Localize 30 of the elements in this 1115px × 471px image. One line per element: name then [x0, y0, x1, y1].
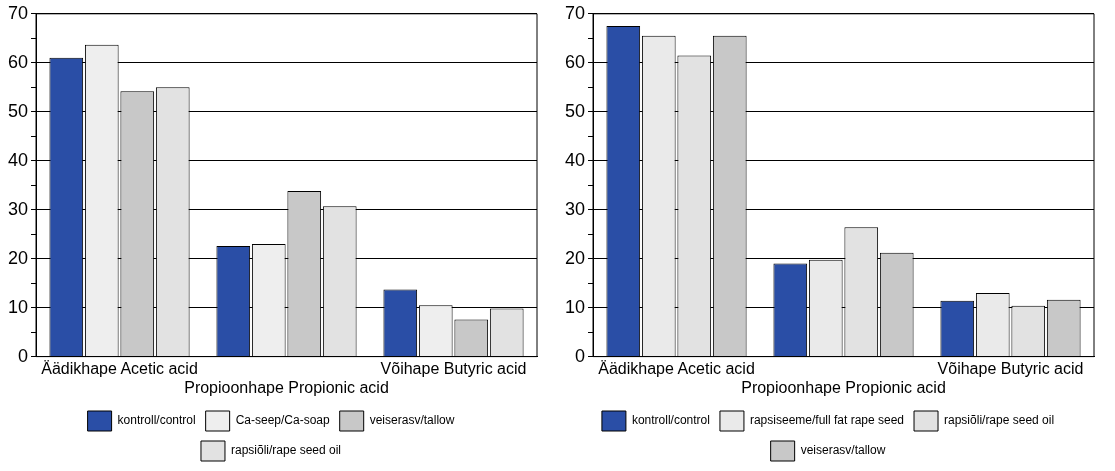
legend-label: rapsiõli/rape seed oil: [944, 413, 1055, 428]
legend-label: veiserasv/tallow: [369, 413, 455, 428]
y-tick-label: 10: [7, 296, 29, 317]
y-tick-label: 70: [564, 2, 586, 23]
legend-label: Ca-seep/Ca-soap: [235, 413, 331, 428]
legend-label: veiserasv/tallow: [800, 443, 886, 458]
y-tick-label: 60: [564, 51, 586, 72]
y-tick-label: 30: [7, 198, 29, 219]
y-tick-label: 50: [7, 100, 29, 121]
x-tick-label: Propioonhape Propionic acid: [741, 378, 946, 396]
y-tick-label: 40: [7, 149, 29, 170]
y-tick-label: 40: [564, 149, 586, 170]
legend-label: kontroll/control: [117, 413, 196, 428]
y-tick-label: 0: [575, 345, 586, 366]
x-tick-label: Propioonhape Propionic acid: [184, 378, 389, 396]
legend-label: kontroll/control: [631, 413, 710, 428]
y-tick-label: 0: [18, 345, 29, 366]
y-tick-label: 30: [564, 198, 586, 219]
y-tick-label: 50: [564, 100, 586, 121]
x-tick-label: Äädikhape Acetic acid: [41, 359, 198, 377]
legend-label: rapsiseeme/full fat rape seed: [749, 413, 905, 428]
y-tick-label: 20: [564, 247, 586, 268]
x-tick-label: Äädikhape Acetic acid: [598, 359, 755, 377]
y-tick-label: 70: [7, 2, 29, 23]
y-tick-label: 10: [564, 296, 586, 317]
y-tick-label: 20: [7, 247, 29, 268]
x-tick-label: Võihape Butyric acid: [380, 359, 527, 377]
x-tick-label: Võihape Butyric acid: [937, 359, 1084, 377]
y-tick-label: 60: [7, 51, 29, 72]
legend-label: rapsiõli/rape seed oil: [230, 443, 342, 458]
